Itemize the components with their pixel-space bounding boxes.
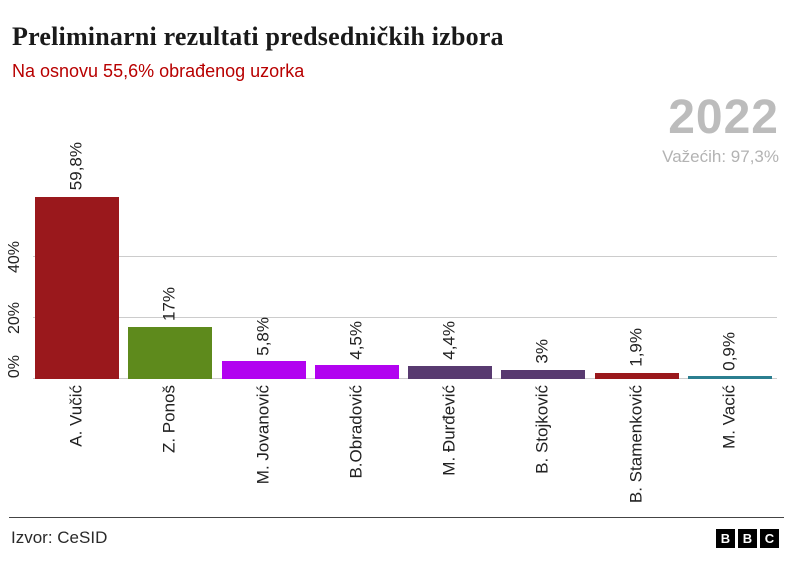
bbc-logo-letter: C bbox=[760, 529, 779, 548]
bbc-logo-letter: B bbox=[716, 529, 735, 548]
bar bbox=[315, 365, 399, 379]
bar bbox=[501, 369, 585, 379]
subtitle: Na osnovu 55,6% obrađenog uzorka bbox=[12, 61, 305, 81]
y-axis-tick-label: 40% bbox=[6, 240, 23, 274]
bar-category-label: B. Stamenković bbox=[626, 385, 646, 504]
plot-area: 0% 20% 40% 59,8% A. Vučić 17% Z. Ponoš 5,8% M. J… bbox=[6, 115, 777, 503]
footer-divider bbox=[9, 517, 784, 518]
bbc-logo-letter: B bbox=[738, 529, 757, 548]
bar bbox=[595, 373, 679, 379]
bar-category-label: M. Jovanović bbox=[253, 385, 273, 485]
bar-value-label: 5,8% bbox=[253, 316, 273, 356]
gridline bbox=[33, 317, 777, 318]
year-label: 2022 bbox=[668, 91, 779, 144]
y-axis-tick-label: 0% bbox=[6, 354, 23, 378]
bar bbox=[128, 327, 212, 379]
bar-category-label: A. Vučić bbox=[66, 385, 86, 447]
gridline bbox=[33, 256, 777, 257]
bar bbox=[688, 376, 772, 379]
gridline bbox=[33, 378, 777, 379]
bar-value-label: 17% bbox=[159, 287, 179, 322]
bar-value-label: 59,8% bbox=[66, 142, 86, 191]
bar-category-label: B. Stojković bbox=[532, 385, 552, 474]
bar-category-label: M. Vacić bbox=[719, 385, 739, 449]
bar-category-label: M. Đurđević bbox=[439, 385, 459, 476]
bar bbox=[222, 361, 306, 379]
bar bbox=[35, 196, 119, 379]
bar-value-label: 1,9% bbox=[626, 328, 646, 368]
valid-votes-label: Važećih: 97,3% bbox=[662, 147, 779, 166]
page-title: Preliminarni rezultati predsedničkih izb… bbox=[12, 22, 504, 51]
bar bbox=[408, 365, 492, 379]
bar-category-label: Z. Ponoš bbox=[159, 385, 179, 454]
bar-value-label: 0,9% bbox=[719, 331, 739, 371]
bar-value-label: 4,5% bbox=[346, 320, 366, 360]
bar-category-label: B.Obradović bbox=[346, 385, 366, 479]
bar-value-label: 4,4% bbox=[439, 320, 459, 360]
bar-value-label: 3% bbox=[532, 339, 552, 364]
y-axis-tick-label: 20% bbox=[6, 301, 23, 335]
year-block: 2022 Važećih: 97,3% bbox=[662, 94, 779, 167]
source-label: Izvor: CeSID bbox=[11, 528, 108, 547]
